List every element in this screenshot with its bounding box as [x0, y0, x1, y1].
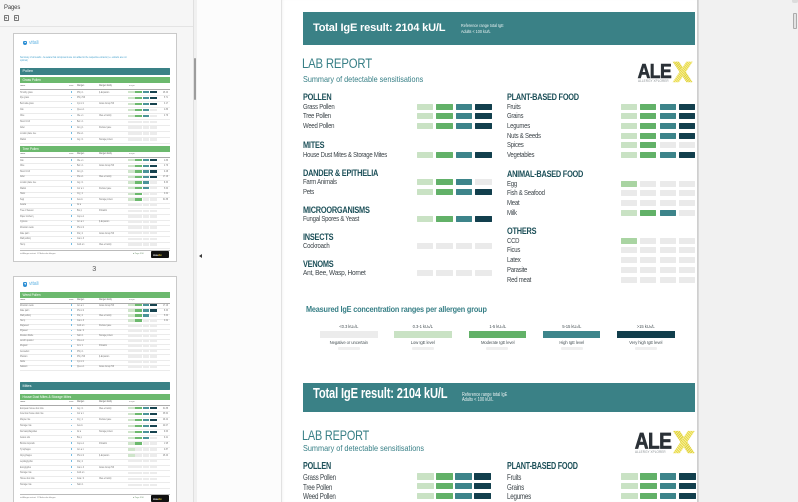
- svg-text:ALE: ALE: [635, 429, 672, 453]
- svg-text:ALE: ALE: [638, 59, 672, 81]
